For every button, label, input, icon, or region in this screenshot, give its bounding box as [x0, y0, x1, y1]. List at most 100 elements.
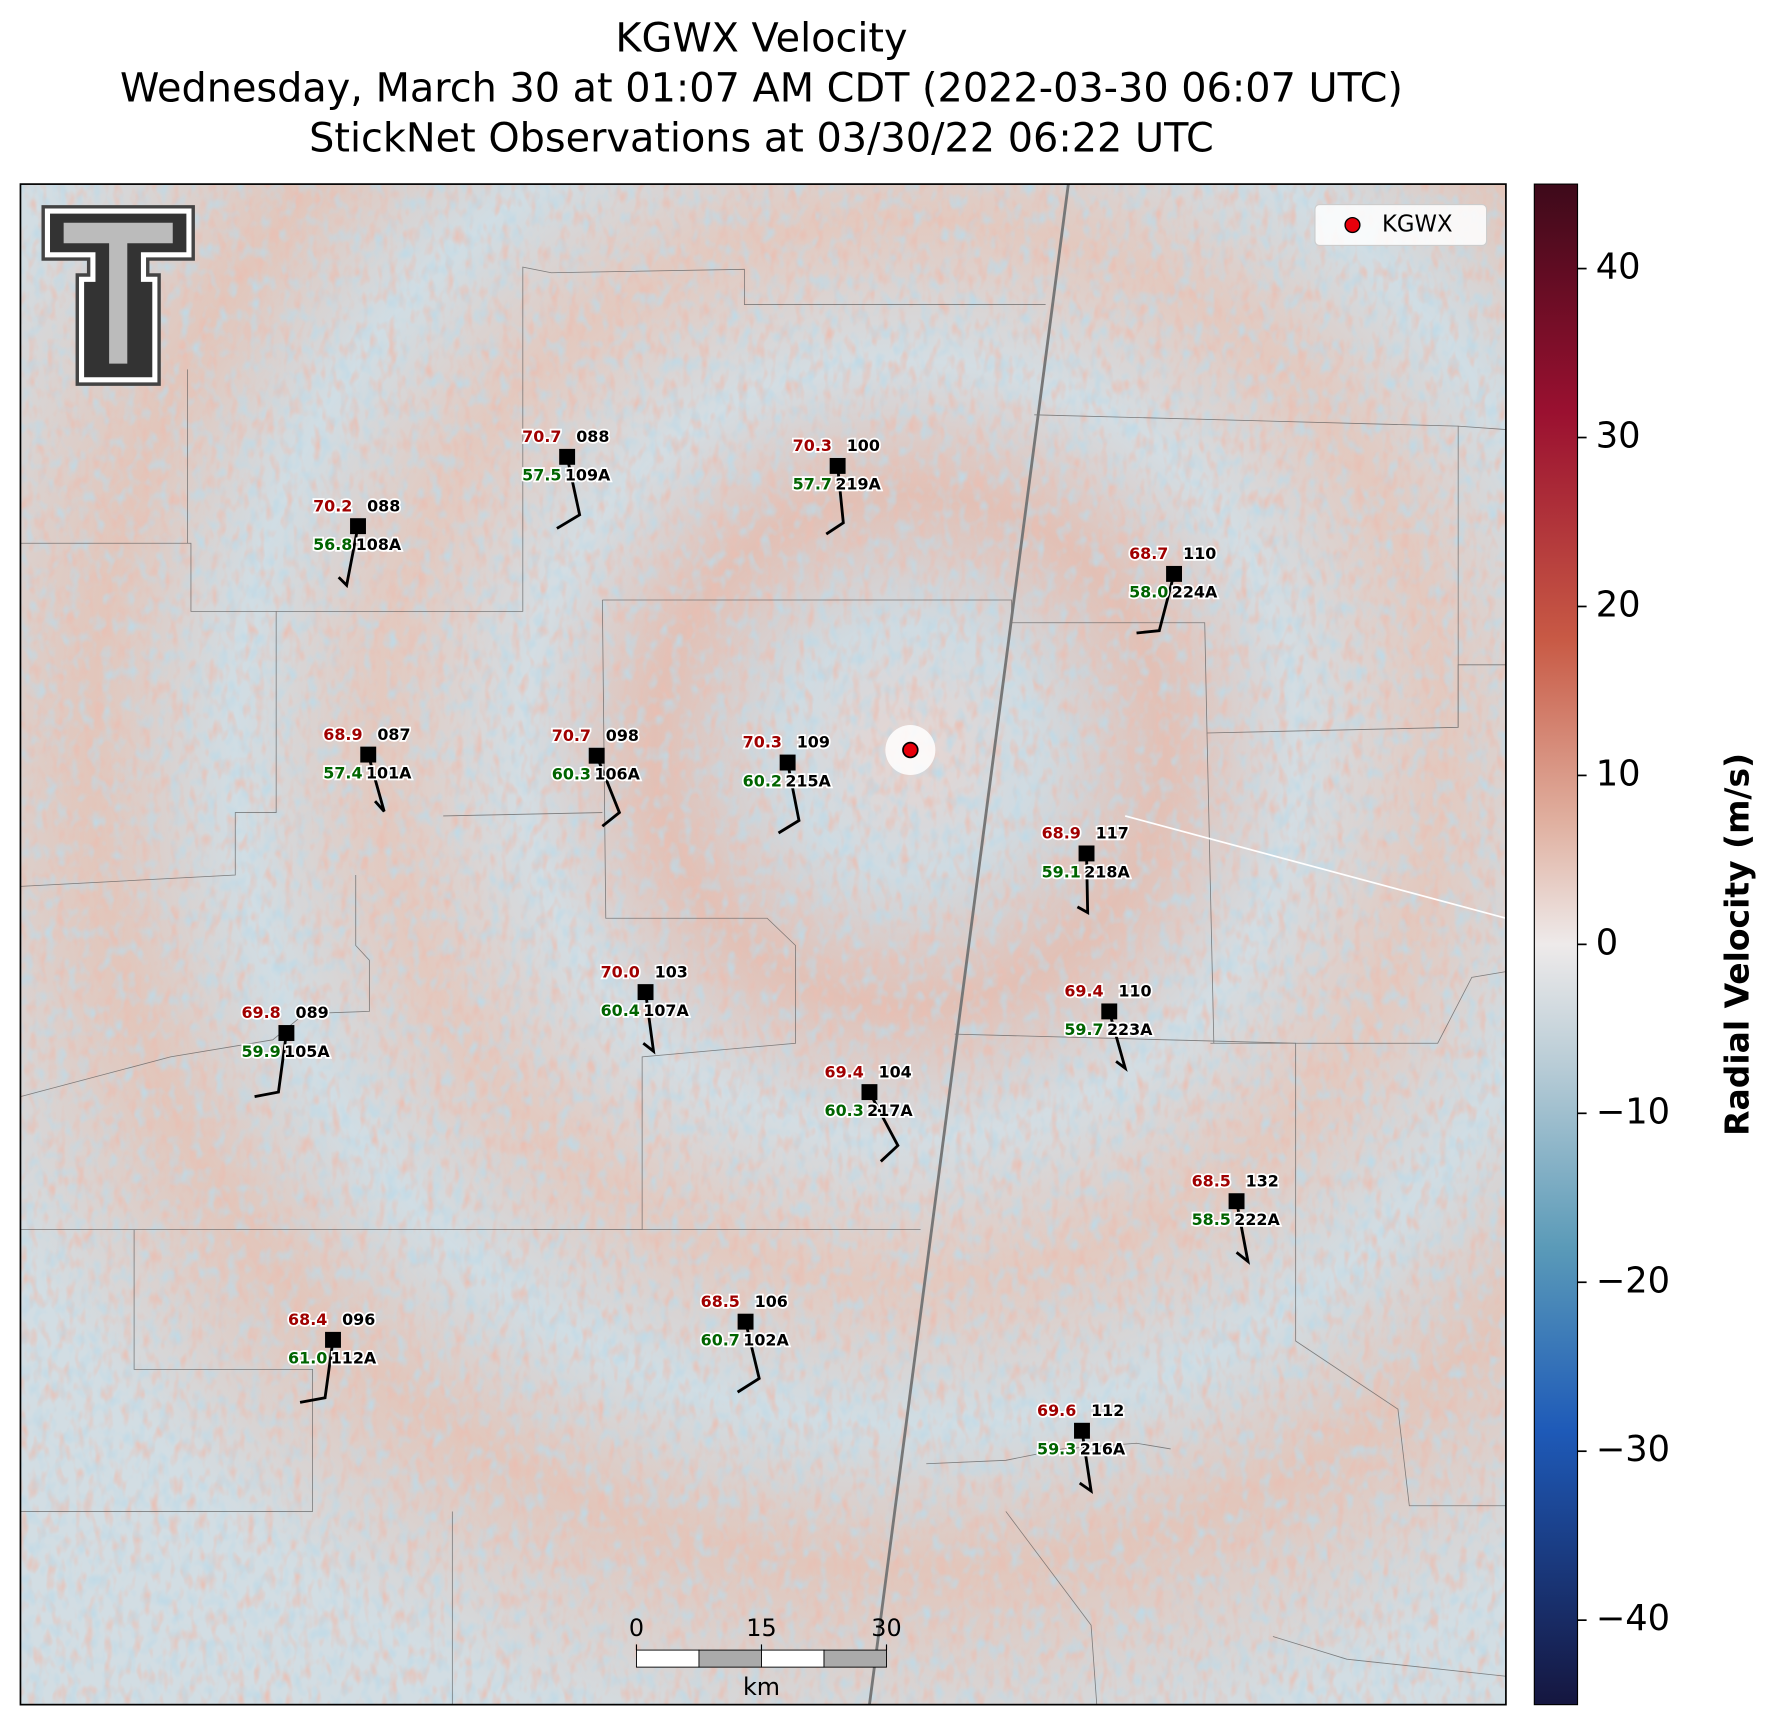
wind-barb — [1136, 573, 1176, 635]
station-marker — [1228, 1193, 1245, 1210]
station-dew: 59.9 — [241, 1042, 280, 1061]
state-line — [868, 184, 1070, 1705]
station-id: 218A — [1084, 862, 1130, 881]
station-dew: 57.5 — [522, 466, 561, 485]
station-marker — [360, 746, 377, 763]
station-temp: 68.9 — [323, 725, 362, 744]
wind-barb — [642, 991, 656, 1055]
county-lines — [20, 266, 1506, 1705]
station-id: 105A — [284, 1042, 330, 1061]
station-dew: 57.7 — [793, 475, 832, 494]
scale-tick-label: 0 — [629, 1614, 644, 1642]
legend-marker — [1344, 216, 1361, 234]
station-marker — [588, 747, 605, 764]
scale-tick-label: 30 — [871, 1614, 901, 1642]
colorbar-tick-label: 30 — [1596, 416, 1641, 457]
station-temp: 70.2 — [313, 496, 352, 515]
station-temp: 69.6 — [1037, 1401, 1076, 1420]
wind-barb — [254, 1032, 288, 1099]
colorbar-tick-label: −40 — [1596, 1598, 1670, 1639]
station-dew: 58.5 — [1192, 1210, 1231, 1229]
scale-segment — [636, 1649, 700, 1668]
station-dew: 60.7 — [701, 1330, 740, 1349]
wind-barb — [1078, 1430, 1093, 1495]
wind-barb — [337, 525, 360, 589]
station-temp: 68.5 — [701, 1292, 740, 1311]
station-dew: 60.3 — [825, 1101, 864, 1120]
station-dew: 58.0 — [1129, 583, 1168, 602]
station-id: 216A — [1080, 1440, 1126, 1459]
legend-label: KGWX — [1382, 212, 1453, 238]
chart-title: KGWX Velocity — [615, 15, 907, 61]
colorbar-label: Radial Velocity (m/s) — [1717, 753, 1756, 1136]
station-code: 132 — [1246, 1171, 1279, 1190]
wind-barb — [1076, 853, 1090, 915]
station-code: 110 — [1118, 982, 1151, 1001]
station-marker — [325, 1331, 341, 1348]
station-code: 109 — [797, 733, 830, 752]
chart-title: Wednesday, March 30 at 01:07 AM CDT (202… — [120, 65, 1403, 111]
wind-barb — [556, 456, 582, 530]
station-marker — [559, 448, 576, 465]
wind-barb — [299, 1339, 335, 1404]
station-marker — [637, 984, 654, 1001]
station-temp: 70.7 — [552, 726, 591, 745]
station-id: 224A — [1172, 583, 1218, 602]
station-id: 102A — [743, 1330, 789, 1349]
radar-noise — [20, 184, 1506, 1705]
wind-barb — [777, 762, 801, 835]
station-dew: 56.8 — [313, 535, 352, 554]
scale-segment — [698, 1649, 762, 1668]
station-code: 112 — [1091, 1401, 1124, 1420]
station-id: 217A — [867, 1101, 913, 1120]
legend-box — [1314, 203, 1488, 247]
station-code: 104 — [879, 1062, 912, 1081]
scale-segment — [823, 1649, 887, 1668]
station-code: 098 — [606, 726, 639, 745]
station-id: 112A — [331, 1349, 377, 1368]
station-temp: 68.9 — [1042, 824, 1081, 843]
station-temp: 68.7 — [1129, 544, 1168, 563]
station-id: 106A — [594, 765, 640, 784]
station-code: 089 — [296, 1003, 329, 1022]
colorbar — [1533, 183, 1579, 1706]
station-dew: 59.7 — [1064, 1020, 1103, 1039]
station-temp: 70.3 — [743, 733, 782, 752]
station-id: 109A — [565, 466, 611, 485]
colorbar-tick-label: −10 — [1596, 1091, 1670, 1132]
colorbar-tick-label: 0 — [1596, 922, 1618, 963]
colorbar-tick-label: −30 — [1596, 1429, 1670, 1470]
station-dew: 59.1 — [1042, 862, 1081, 881]
station-code: 106 — [755, 1292, 788, 1311]
scale-segment — [761, 1649, 825, 1668]
station-marker — [1101, 1003, 1118, 1020]
ttu-logo — [41, 205, 195, 386]
station-code: 100 — [847, 436, 880, 455]
station-code: 110 — [1183, 544, 1216, 563]
station-temp: 68.5 — [1192, 1171, 1231, 1190]
wind-barb — [736, 1321, 761, 1394]
station-marker — [278, 1025, 295, 1041]
stations: 70.2 088 56.8 108A 70.7 088 57.5 109A 70.3 100 57.… — [240, 425, 1282, 1495]
scale-unit: km — [743, 1673, 780, 1701]
station-marker — [1078, 845, 1095, 862]
station-id: 219A — [835, 475, 881, 494]
station-marker — [1074, 1422, 1090, 1439]
station-code: 117 — [1096, 824, 1129, 843]
station-temp: 69.4 — [1064, 982, 1103, 1001]
station-marker — [861, 1084, 878, 1101]
station-id: 101A — [366, 763, 412, 782]
station-code: 088 — [576, 427, 609, 446]
wind-barb — [868, 1091, 900, 1163]
map-frame — [19, 183, 1507, 1706]
station-temp: 69.4 — [825, 1062, 864, 1081]
station-temp: 69.8 — [241, 1003, 280, 1022]
station-marker — [779, 754, 796, 771]
station-dew: 61.0 — [288, 1349, 327, 1368]
station-dew: 60.4 — [601, 1001, 640, 1020]
station-marker — [829, 457, 846, 474]
colorbar-tick-label: 10 — [1596, 753, 1641, 794]
colorbar-tick-label: −20 — [1596, 1260, 1670, 1301]
radar-map — [20, 184, 1506, 1705]
